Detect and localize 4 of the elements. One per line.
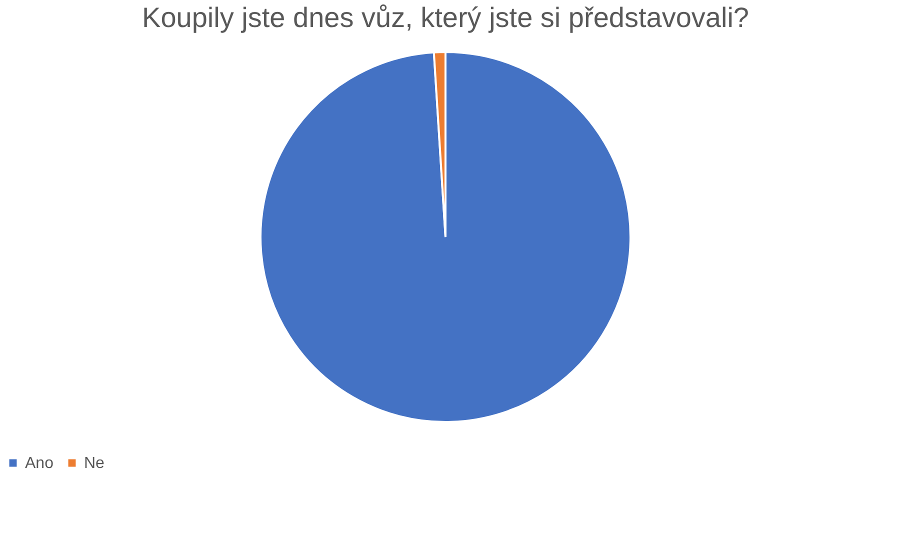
legend-label: Ne xyxy=(84,455,105,472)
chart-title: Koupily jste dnes vůz, který jste si představovali? xyxy=(142,2,749,33)
pie-slice xyxy=(260,51,632,423)
legend-label: Ano xyxy=(25,455,54,472)
